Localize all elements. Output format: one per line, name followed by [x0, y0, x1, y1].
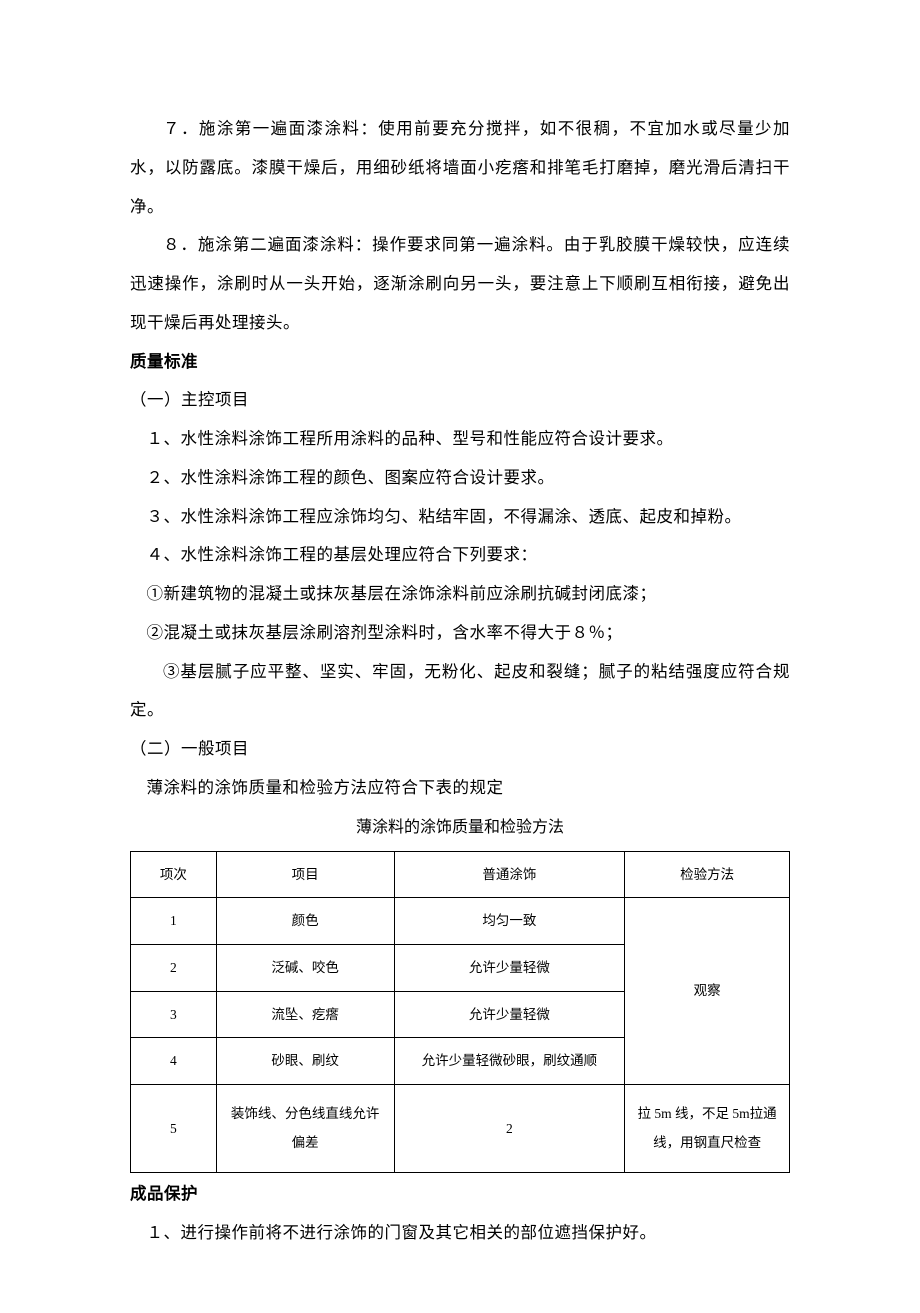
cell-item: 颜色 — [216, 898, 394, 945]
sub-item-3: ③基层腻子应平整、坚实、牢固，无粉化、起皮和裂缝；腻子的粘结强度应符合规定。 — [130, 653, 790, 731]
cell-method: 拉 5m 线，不足 5m拉通线，用钢直尺检查 — [625, 1084, 790, 1172]
cell-index: 2 — [131, 944, 217, 991]
cell-index: 5 — [131, 1084, 217, 1172]
cell-common: 允许少量轻微砂眼，刷纹通顺 — [394, 1038, 625, 1085]
cell-common: 均匀一致 — [394, 898, 625, 945]
th-item: 项目 — [216, 851, 394, 898]
table-row: 1 颜色 均匀一致 观察 — [131, 898, 790, 945]
cell-item: 流坠、疙瘩 — [216, 991, 394, 1038]
list-item-3: ３、水性涂料涂饰工程应涂饰均匀、粘结牢固，不得漏涂、透底、起皮和掉粉。 — [130, 498, 790, 537]
cell-method-merged: 观察 — [625, 898, 790, 1085]
cell-common: 允许少量轻微 — [394, 991, 625, 1038]
sub-item-1: ①新建筑物的混凝土或抹灰基层在涂饰涂料前应涂刷抗碱封闭底漆； — [130, 575, 790, 614]
list-item-4: ４、水性涂料涂饰工程的基层处理应符合下列要求： — [130, 536, 790, 575]
cell-item: 泛碱、咬色 — [216, 944, 394, 991]
subheading-general-items: （二）一般项目 — [130, 730, 790, 769]
cell-index: 1 — [131, 898, 217, 945]
cell-common: 允许少量轻微 — [394, 944, 625, 991]
table-caption: 薄涂料的涂饰质量和检验方法 — [130, 810, 790, 847]
heading-product-protection: 成品保护 — [130, 1175, 790, 1214]
cell-common: 2 — [394, 1084, 625, 1172]
inspection-table: 项次 项目 普通涂饰 检验方法 1 颜色 均匀一致 观察 2 泛碱、咬色 允许少… — [130, 851, 790, 1174]
sub-item-2: ②混凝土或抹灰基层涂刷溶剂型涂料时，含水率不得大于８％； — [130, 614, 790, 653]
cell-index: 3 — [131, 991, 217, 1038]
table-header-row: 项次 项目 普通涂饰 检验方法 — [131, 851, 790, 898]
th-method: 检验方法 — [625, 851, 790, 898]
general-items-desc: 薄涂料的涂饰质量和检验方法应符合下表的规定 — [130, 769, 790, 808]
cell-index: 4 — [131, 1038, 217, 1085]
cell-item: 装饰线、分色线直线允许偏差 — [216, 1084, 394, 1172]
list-item-1: １、水性涂料涂饰工程所用涂料的品种、型号和性能应符合设计要求。 — [130, 420, 790, 459]
list-item-2: ２、水性涂料涂饰工程的颜色、图案应符合设计要求。 — [130, 459, 790, 498]
th-index: 项次 — [131, 851, 217, 898]
protection-item-1: １、进行操作前将不进行涂饰的门窗及其它相关的部位遮挡保护好。 — [130, 1214, 790, 1253]
paragraph-step-8: ８．施涂第二遍面漆涂料：操作要求同第一遍涂料。由于乳胶膜干燥较快，应连续迅速操作… — [130, 226, 790, 342]
table-row: 5 装饰线、分色线直线允许偏差 2 拉 5m 线，不足 5m拉通线，用钢直尺检查 — [131, 1084, 790, 1172]
paragraph-step-7: ７．施涂第一遍面漆涂料：使用前要充分搅拌，如不很稠，不宜加水或尽量少加水，以防露… — [130, 110, 790, 226]
cell-item: 砂眼、刷纹 — [216, 1038, 394, 1085]
th-common: 普通涂饰 — [394, 851, 625, 898]
subheading-main-items: （一）主控项目 — [130, 381, 790, 420]
heading-quality-standard: 质量标准 — [130, 343, 790, 382]
